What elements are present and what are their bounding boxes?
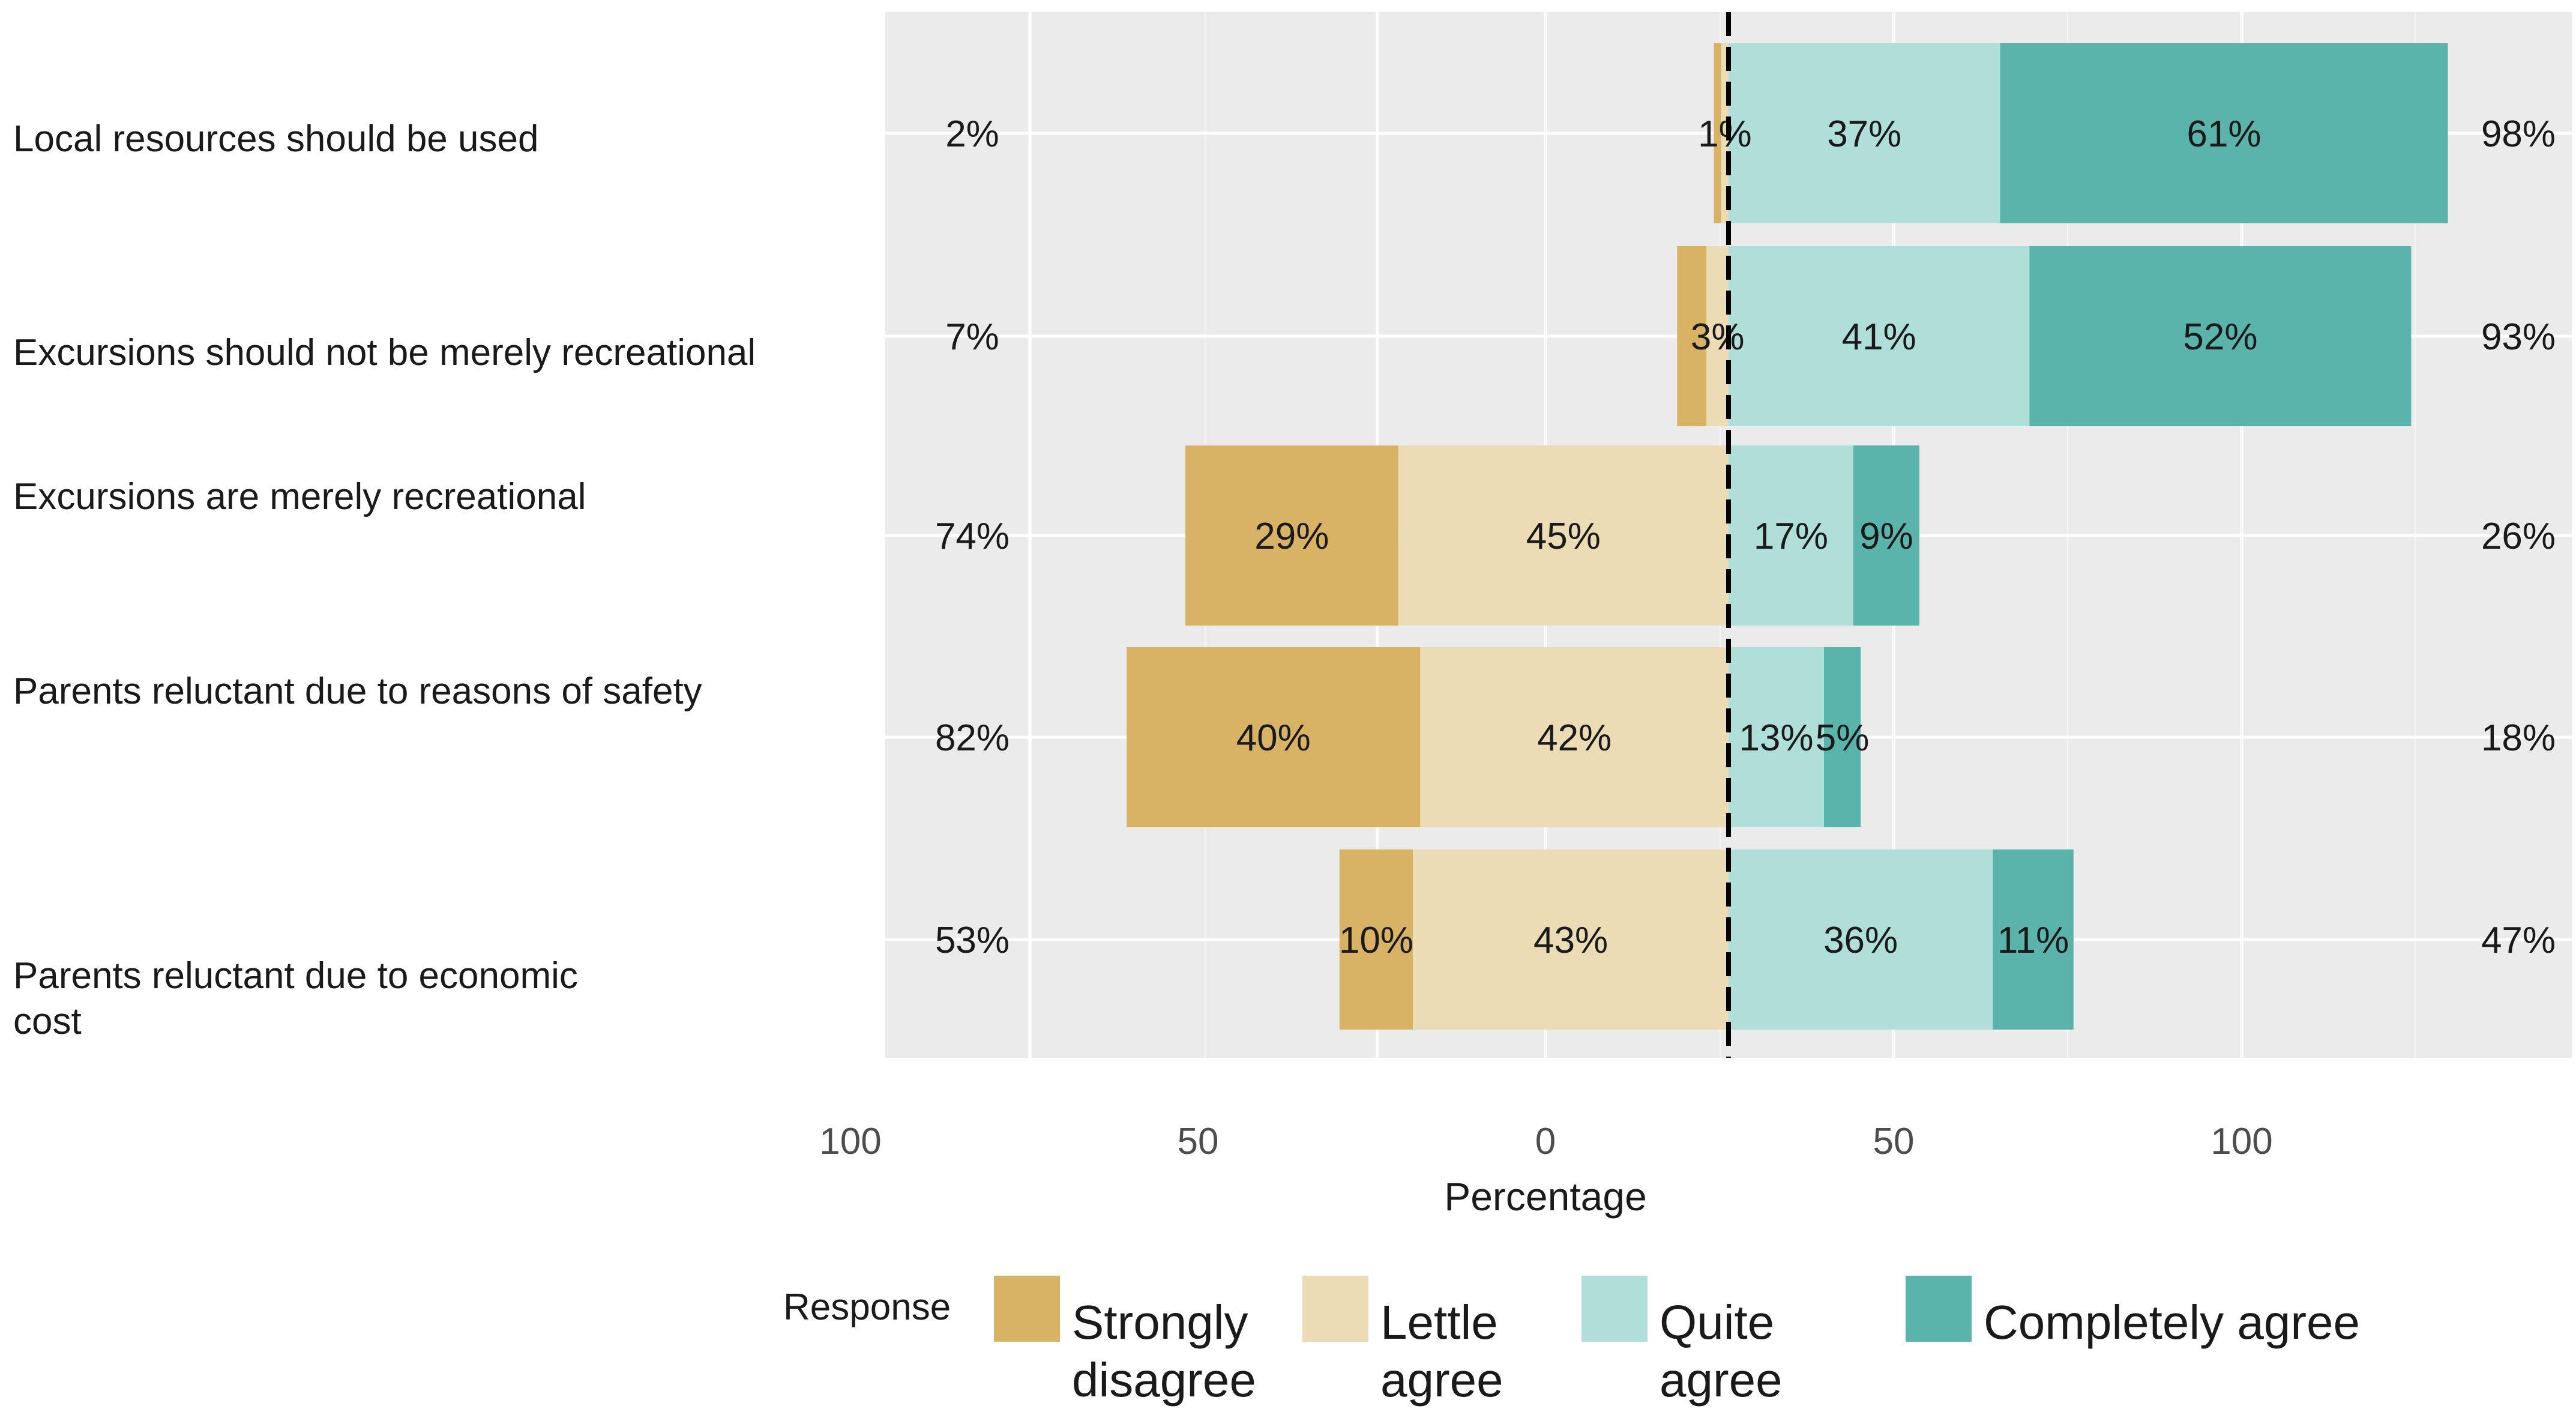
left-total: 82%: [935, 717, 1010, 759]
bar-segment-la: [1413, 849, 1729, 1030]
row-label: Excursions are merely recreational: [13, 476, 586, 517]
right-total: 47%: [2481, 920, 2556, 961]
bar-segment-ca: [1993, 849, 2074, 1030]
legend-key-qa: [1581, 1276, 1648, 1342]
bar-segment-la: [1706, 246, 1729, 426]
bar-segment-sd: [1339, 849, 1413, 1030]
legend-label-ca: Completely agree: [1984, 1296, 2360, 1349]
segment-label-ca: 5%: [1816, 717, 1870, 759]
bar-segment-sd: [1127, 647, 1421, 827]
legend-label-sd: disagree: [1072, 1353, 1256, 1407]
right-total: 26%: [2481, 516, 2556, 557]
bar-segment-qa: [1729, 445, 1853, 626]
legend-key-sd: [994, 1276, 1060, 1342]
bar-segment-sd: [1714, 43, 1721, 223]
bar-segment-sd: [1677, 246, 1707, 426]
segment-label-qa: 13%: [1739, 717, 1813, 759]
bar-segment-ca: [1823, 647, 1861, 827]
right-total: 93%: [2481, 316, 2556, 358]
segment-label-sd: 29%: [1254, 516, 1329, 557]
segment-label-ca: 11%: [1997, 920, 2069, 961]
x-tick-label: 100: [2210, 1121, 2272, 1162]
row-label: Excursions should not be merely recreati…: [13, 332, 756, 373]
x-tick-label: 100: [819, 1121, 881, 1162]
left-total: 7%: [945, 316, 999, 358]
legend-key-ca: [1906, 1276, 1972, 1342]
segment-label-ca: 61%: [2186, 113, 2261, 155]
segment-label-sd: 10%: [1339, 920, 1413, 961]
legend-key-la: [1302, 1276, 1368, 1342]
labels-layer: 1% 37% 61% 3% 41% 52% 29% 45% 17% 9% 40% 42% 13% 5% 10…: [1236, 113, 2262, 961]
segment-label-qa: 17%: [1754, 516, 1828, 557]
x-axis: 100 50 0 50 100: [819, 1121, 2272, 1162]
segment-label-ca: 52%: [2183, 316, 2257, 358]
legend-label-la: agree: [1380, 1353, 1503, 1407]
legend-label-sd: Strongly: [1072, 1296, 1248, 1349]
bar-segment-ca: [2000, 43, 2448, 223]
row-label: cost: [13, 1001, 82, 1042]
segment-label-la: 43%: [1533, 920, 1608, 961]
segment-label-sd: 40%: [1236, 717, 1311, 759]
segment-label-ca: 9%: [1859, 516, 1913, 557]
segment-label-qa: 41%: [1842, 316, 1916, 358]
row-label: Parents reluctant due to economic: [13, 955, 578, 997]
right-total: 18%: [2481, 717, 2556, 759]
bar-segment-qa: [1729, 647, 1824, 827]
bar-segment-qa: [1729, 43, 2000, 223]
x-tick-label: 0: [1535, 1121, 1556, 1162]
segment-label-la: 1%: [1698, 113, 1752, 155]
x-axis-title: Percentage: [1444, 1174, 1647, 1219]
legend: Response StronglydisagreeLettleagreeQuit…: [783, 1276, 2360, 1407]
left-total: 74%: [935, 516, 1010, 557]
bar-segment-ca: [2029, 246, 2412, 426]
row-label: Local resources should be used: [13, 118, 538, 160]
x-tick-label: 50: [1873, 1121, 1915, 1162]
bar-segment-qa: [1729, 246, 2030, 426]
legend-label-qa: Quite: [1660, 1296, 1774, 1349]
totals-layer: 2% 98% 7% 93% 74% 26% 82% 18% 53% 47%: [935, 113, 2556, 961]
segment-label-qa: 37%: [1827, 113, 1901, 155]
right-total: 98%: [2481, 113, 2556, 155]
segment-label-la: 45%: [1526, 516, 1601, 557]
row-label: Parents reluctant due to reasons of safe…: [13, 671, 702, 712]
bar-segment-la: [1398, 445, 1729, 626]
legend-title: Response: [783, 1287, 951, 1328]
legend-label-la: Lettle: [1380, 1296, 1498, 1349]
bar-segment-ca: [1853, 445, 1919, 626]
x-tick-label: 50: [1178, 1121, 1219, 1162]
row-labels: Local resources should be used Excursions…: [13, 118, 756, 1042]
bar-segment-la: [1420, 647, 1729, 827]
segment-label-la: 42%: [1537, 717, 1612, 759]
legend-label-qa: agree: [1660, 1353, 1783, 1407]
left-total: 2%: [945, 113, 999, 155]
segment-label-la: 3%: [1691, 316, 1745, 358]
left-total: 53%: [935, 920, 1010, 961]
bars-layer: [1127, 43, 2448, 1030]
bar-segment-sd: [1185, 445, 1398, 626]
bar-segment-qa: [1729, 849, 1993, 1030]
segment-label-qa: 36%: [1823, 920, 1898, 961]
